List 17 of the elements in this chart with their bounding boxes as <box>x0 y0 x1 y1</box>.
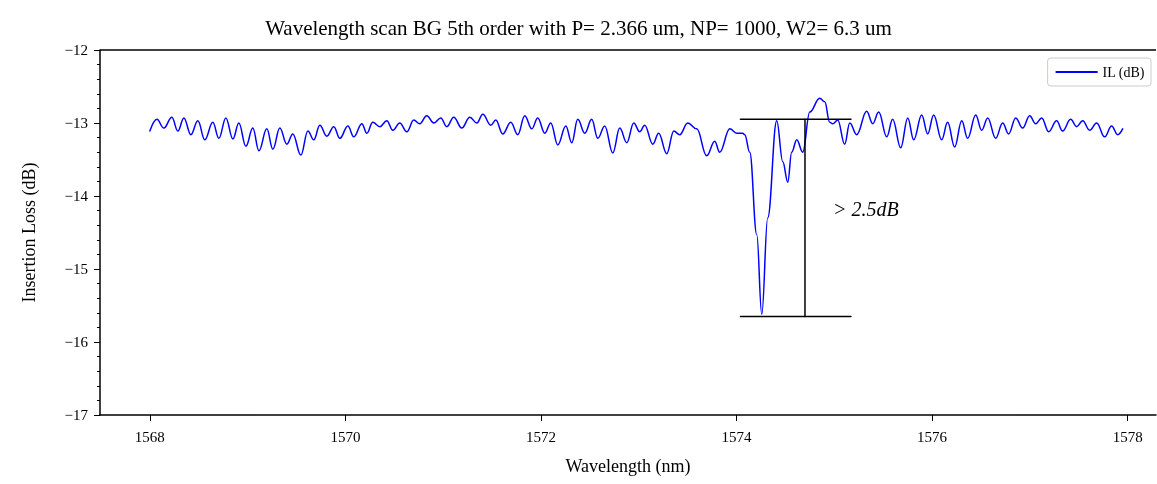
x-tick-label: 1574 <box>721 428 753 445</box>
x-tick-label: 1570 <box>330 428 361 445</box>
y-tick-label: −12 <box>64 42 88 58</box>
y-tick-label: −14 <box>64 188 89 204</box>
annotation: > 2.5dB <box>833 198 899 220</box>
x-tick-label: 1572 <box>525 428 556 445</box>
x-tick-label: 1568 <box>134 428 165 445</box>
x-axis-title: Wavelength (nm) <box>565 456 691 477</box>
y-axis-title: Insertion Loss (dB) <box>19 162 40 303</box>
chart-title: Wavelength scan BG 5th order with P= 2.366 um, NP= 1000, W2= 6.3 um <box>265 15 892 40</box>
x-tick-label: 1576 <box>917 428 948 445</box>
y-tick-label: −15 <box>64 261 88 277</box>
y-tick-label: −17 <box>64 407 89 423</box>
y-tick-label: −13 <box>64 115 88 131</box>
y-tick-label: −16 <box>64 334 89 350</box>
x-tick-label: 1578 <box>1112 428 1143 445</box>
legend-label: IL (dB) <box>1102 64 1145 81</box>
